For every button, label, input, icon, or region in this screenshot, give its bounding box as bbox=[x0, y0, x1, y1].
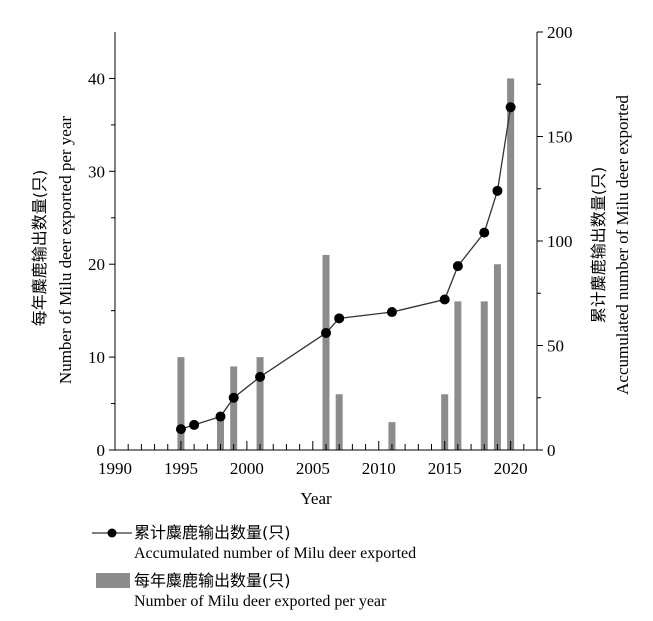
x-tick-label-2015: 2015 bbox=[428, 459, 462, 478]
bar-1998 bbox=[217, 412, 224, 450]
right-tick-label-0: 0 bbox=[547, 441, 556, 460]
left-tick-label-40: 40 bbox=[88, 69, 105, 88]
bar-2016 bbox=[454, 301, 462, 450]
x-tick-label-2000: 2000 bbox=[230, 459, 264, 478]
left-tick-label-30: 30 bbox=[88, 162, 105, 181]
right-tick-label-50: 50 bbox=[547, 337, 564, 356]
line-legend-label-cn: 累计麋鹿输出数量(只) bbox=[134, 523, 291, 542]
bar-2020 bbox=[507, 78, 515, 450]
bar-series bbox=[177, 78, 515, 450]
point-2011 bbox=[386, 307, 397, 318]
point-2001 bbox=[255, 371, 266, 382]
x-tick-label-2005: 2005 bbox=[296, 459, 330, 478]
bar-2007 bbox=[335, 394, 343, 450]
left-tick-label-0: 0 bbox=[97, 441, 106, 460]
left-axis-title-cn: 每年麋鹿输出数量(只) bbox=[30, 170, 49, 327]
point-2006 bbox=[321, 327, 331, 338]
x-tick-label-1990: 1990 bbox=[98, 459, 132, 478]
bar-2015 bbox=[441, 394, 449, 450]
right-tick-label-150: 150 bbox=[547, 128, 573, 147]
left-tick-label-10: 10 bbox=[88, 348, 105, 367]
left-axis-title-en: Number of Milu deer exported per year bbox=[56, 116, 75, 384]
right-axis-title-cn: 累计麋鹿输出数量(只) bbox=[589, 167, 608, 324]
point-1998 bbox=[215, 411, 226, 422]
x-tick-label-2010: 2010 bbox=[362, 459, 396, 478]
bar-legend-label-en: Number of Milu deer exported per year bbox=[134, 593, 387, 610]
bar-2019 bbox=[493, 264, 501, 450]
point-2016 bbox=[452, 261, 463, 272]
bar-2011 bbox=[388, 422, 396, 450]
point-2019 bbox=[492, 185, 503, 196]
line-legend-label-en: Accumulated number of Milu deer exported bbox=[134, 545, 417, 562]
bar-1995 bbox=[177, 357, 185, 450]
bar-2018 bbox=[480, 301, 488, 450]
right-tick-label-100: 100 bbox=[547, 232, 573, 251]
line-legend-swatch bbox=[90, 522, 134, 544]
point-2015 bbox=[439, 294, 450, 305]
axes: 1990 1995 2000 2005 2010 2015 2020 0 10 20 30 40 0 50… bbox=[88, 23, 573, 478]
point-2020 bbox=[505, 102, 516, 113]
point-1999 bbox=[228, 392, 239, 403]
bar-legend-swatch bbox=[90, 570, 134, 592]
right-tick-label-200: 200 bbox=[547, 23, 573, 42]
bar-1999 bbox=[230, 366, 238, 450]
bar-2006 bbox=[322, 254, 330, 450]
line-series bbox=[175, 102, 516, 435]
point-1996 bbox=[189, 419, 200, 430]
point-1995 bbox=[175, 424, 186, 435]
legend-item-bar: 每年麋鹿输出数量(只) Number of Milu deer exported… bbox=[90, 570, 386, 612]
point-2018 bbox=[479, 227, 490, 238]
point-2007 bbox=[334, 313, 345, 324]
bar-legend-label-cn: 每年麋鹿输出数量(只) bbox=[134, 571, 291, 590]
x-tick-label-1995: 1995 bbox=[164, 459, 198, 478]
x-tick-label-2020: 2020 bbox=[494, 459, 528, 478]
bar-2001 bbox=[256, 357, 264, 450]
left-tick-label-20: 20 bbox=[88, 255, 105, 274]
x-axis-title: Year bbox=[300, 489, 332, 508]
right-axis-title-en: Accumulated number of Milu deer exported bbox=[613, 95, 632, 395]
legend-item-line: 累计麋鹿输出数量(只) Accumulated number of Milu d… bbox=[90, 522, 416, 564]
